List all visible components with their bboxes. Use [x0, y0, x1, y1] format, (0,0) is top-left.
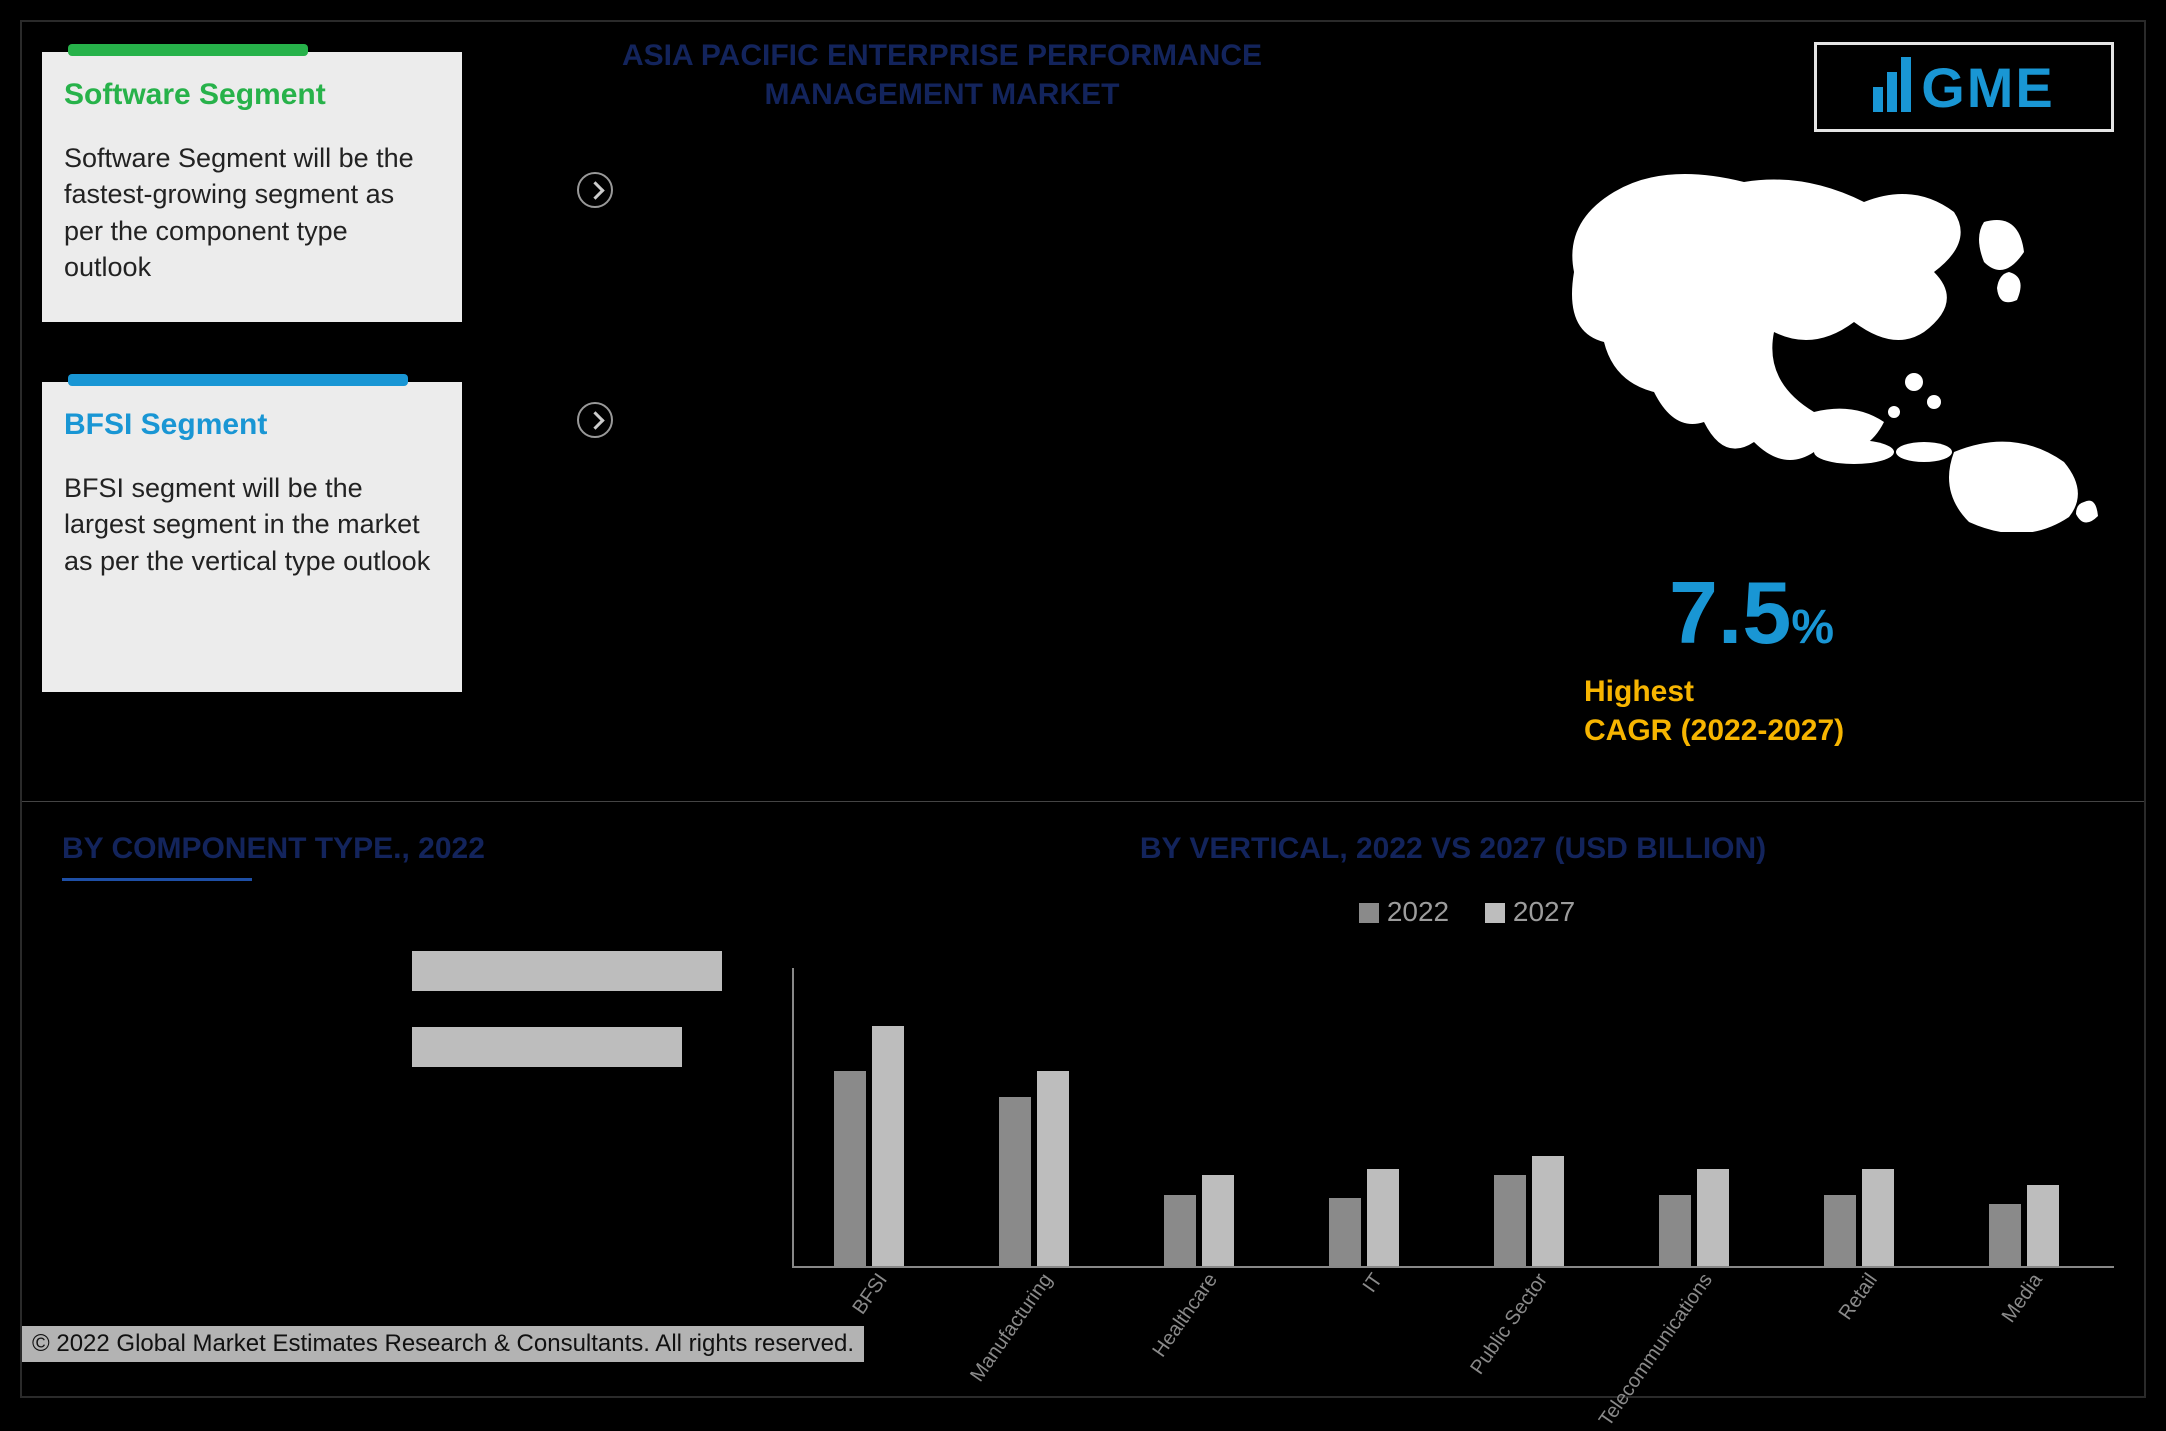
section-title: BY VERTICAL, 2022 VS 2027 (USD BILLION) [792, 832, 2114, 866]
cagr-value: 7.5% [1669, 562, 1834, 664]
bar-category-label: Telecommunications [1595, 1269, 1718, 1431]
bullet-item [577, 402, 613, 443]
bar-2022 [999, 1097, 1031, 1266]
section-title: BY COMPONENT TYPE., 2022 [62, 832, 722, 866]
bar-group: Public Sector [1494, 1156, 1564, 1267]
bar-2022 [1164, 1195, 1196, 1267]
card-accent [68, 44, 308, 56]
bar-group: Healthcare [1164, 1175, 1234, 1266]
chart-legend: 2022 2027 [792, 896, 2114, 928]
title-underline [62, 878, 252, 881]
bar-category-label: Retail [1835, 1269, 1883, 1324]
vertical-bar-chart: BFSI Manufacturing Healthcare IT Public Sect… [792, 968, 2114, 1268]
bar-group: Manufacturing [999, 1071, 1069, 1266]
bar-category-label: Public Sector [1466, 1269, 1552, 1379]
bar-category-label: BFSI [848, 1269, 892, 1319]
card-body: Software Segment will be the fastest-gro… [64, 140, 440, 286]
bullet-item [577, 172, 613, 213]
bar-2027 [1862, 1169, 1894, 1267]
asia-pacific-map [1554, 152, 2114, 532]
bar-category-label: Healthcare [1148, 1269, 1222, 1361]
copyright-text: © 2022 Global Market Estimates Research … [22, 1326, 864, 1362]
component-bar [412, 951, 722, 991]
card-body: BFSI segment will be the largest segment… [64, 470, 440, 579]
bar-category-label: Media [1998, 1269, 2048, 1327]
bar-2027 [1037, 1071, 1069, 1266]
chevron-right-icon [577, 172, 613, 208]
cagr-label: Highest CAGR (2022-2027) [1584, 672, 1944, 750]
software-segment-card: Software Segment Software Segment will b… [42, 52, 462, 322]
chevron-right-icon [577, 402, 613, 438]
bar-2022 [1329, 1198, 1361, 1266]
component-bar [412, 1027, 682, 1067]
legend-swatch-2027 [1485, 903, 1505, 923]
bar-2027 [1367, 1169, 1399, 1267]
bar-2022 [1989, 1204, 2021, 1266]
bar-category-label: IT [1359, 1269, 1388, 1297]
legend-swatch-2022 [1359, 903, 1379, 923]
bfsi-segment-card: BFSI Segment BFSI segment will be the la… [42, 382, 462, 692]
bar-group: Telecommunications [1659, 1169, 1729, 1267]
card-title: Software Segment [64, 78, 440, 112]
bar-2027 [1532, 1156, 1564, 1267]
bar-2027 [1202, 1175, 1234, 1266]
component-type-section: BY COMPONENT TYPE., 2022 [62, 832, 722, 1103]
vertical-section: BY VERTICAL, 2022 VS 2027 (USD BILLION) … [792, 832, 2114, 1268]
bar-2022 [834, 1071, 866, 1266]
bar-2022 [1494, 1175, 1526, 1266]
bar-group: Media [1989, 1185, 2059, 1266]
logo-text: GME [1921, 55, 2055, 120]
card-accent [68, 374, 408, 386]
bar-2027 [2027, 1185, 2059, 1266]
bar-group: BFSI [834, 1026, 904, 1267]
gme-logo: GME [1814, 42, 2114, 132]
logo-bars-icon [1873, 62, 1911, 112]
bar-2027 [872, 1026, 904, 1267]
card-title: BFSI Segment [64, 408, 440, 442]
bar-2022 [1824, 1195, 1856, 1267]
bar-group: Retail [1824, 1169, 1894, 1267]
bar-group: IT [1329, 1169, 1399, 1267]
page-title: ASIA PACIFIC ENTERPRISE PERFORMANCE MANA… [562, 36, 1322, 114]
bar-category-label: Manufacturing [966, 1269, 1058, 1386]
bar-2022 [1659, 1195, 1691, 1267]
bar-2027 [1697, 1169, 1729, 1267]
